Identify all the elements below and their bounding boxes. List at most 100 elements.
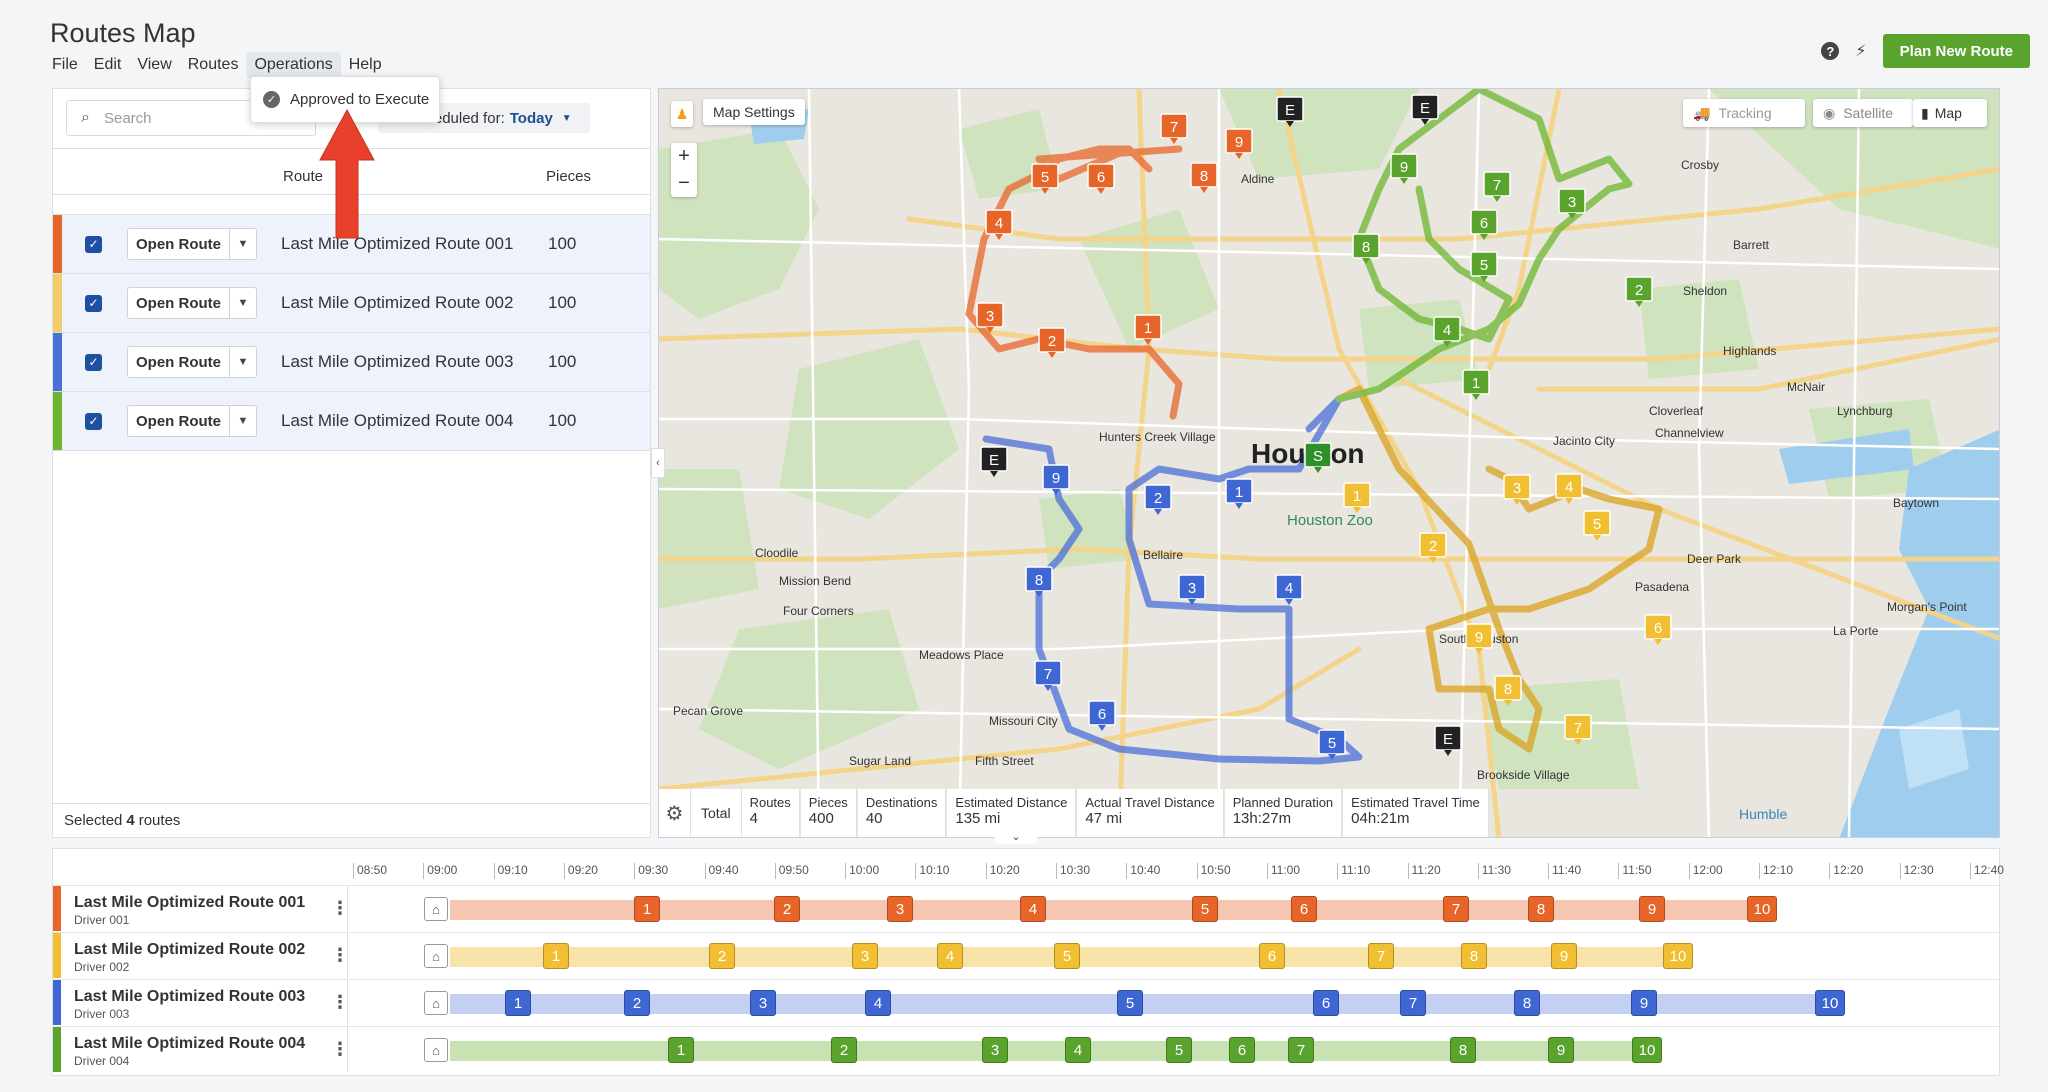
open-route-button[interactable]: Open Route ▼: [127, 228, 257, 260]
more-options-icon[interactable]: ⋮: [331, 898, 349, 918]
map-stop-marker[interactable]: 3: [1178, 574, 1206, 605]
map-stop-marker[interactable]: 7: [1564, 714, 1592, 745]
gear-icon[interactable]: ⚙: [659, 789, 691, 837]
timeline-stop[interactable]: 7: [1368, 943, 1394, 969]
timeline-route-name[interactable]: Last Mile Optimized Route 003: [74, 988, 306, 1005]
map-stop-marker[interactable]: 9: [1225, 128, 1253, 159]
map-stop-marker[interactable]: 4: [1555, 473, 1583, 504]
timeline-route-name[interactable]: Last Mile Optimized Route 002: [74, 941, 306, 958]
timeline-stop[interactable]: 10: [1815, 990, 1845, 1016]
map-settings-button[interactable]: Map Settings: [703, 99, 805, 125]
map-stop-marker[interactable]: E: [1434, 725, 1462, 756]
map-stop-marker[interactable]: 5: [1031, 163, 1059, 194]
timeline-stop[interactable]: 8: [1450, 1037, 1476, 1063]
route-name[interactable]: Last Mile Optimized Route 003: [281, 352, 514, 371]
map-stop-marker[interactable]: 6: [1470, 209, 1498, 240]
collapse-panel-button[interactable]: ‹: [651, 448, 665, 478]
zoom-out-icon[interactable]: −: [678, 172, 690, 194]
timeline-stop[interactable]: 4: [937, 943, 963, 969]
map-stop-marker[interactable]: 2: [1038, 327, 1066, 358]
map-stop-marker[interactable]: 8: [1190, 162, 1218, 193]
timeline-stop[interactable]: 2: [624, 990, 650, 1016]
timeline-stop[interactable]: 5: [1054, 943, 1080, 969]
menu-view[interactable]: View: [137, 56, 172, 73]
bolt-icon[interactable]: ⚡: [1855, 43, 1867, 60]
map-stop-marker[interactable]: 1: [1462, 369, 1490, 400]
timeline-stop[interactable]: 10: [1632, 1037, 1662, 1063]
timeline-stop[interactable]: 6: [1291, 896, 1317, 922]
map-stop-marker[interactable]: S: [1304, 442, 1332, 473]
col-pieces[interactable]: Pieces: [546, 168, 592, 185]
map-stop-marker[interactable]: 1: [1134, 314, 1162, 345]
route-checkbox[interactable]: ✓: [85, 412, 102, 430]
timeline-stop[interactable]: 9: [1631, 990, 1657, 1016]
map-stop-marker[interactable]: 7: [1034, 660, 1062, 691]
route-row[interactable]: ✓ Open Route ▼ Last Mile Optimized Route …: [53, 215, 650, 274]
chevron-down-icon[interactable]: ▼: [229, 229, 256, 259]
satellite-button[interactable]: ◉ Satellite: [1813, 99, 1913, 127]
timeline-route-name[interactable]: Last Mile Optimized Route 004: [74, 1035, 306, 1052]
map-stop-marker[interactable]: 4: [1275, 574, 1303, 605]
timeline-stop[interactable]: 8: [1514, 990, 1540, 1016]
map-stop-marker[interactable]: 5: [1318, 729, 1346, 760]
map-stop-marker[interactable]: 1: [1225, 478, 1253, 509]
map-stop-marker[interactable]: 8: [1352, 233, 1380, 264]
map-stop-marker[interactable]: 6: [1087, 163, 1115, 194]
timeline-stop[interactable]: 3: [750, 990, 776, 1016]
map-stop-marker[interactable]: 3: [976, 302, 1004, 333]
timeline-stop[interactable]: 1: [668, 1037, 694, 1063]
menu-operations[interactable]: Operations: [246, 52, 341, 78]
timeline-stop[interactable]: 9: [1639, 896, 1665, 922]
timeline-stop[interactable]: 7: [1400, 990, 1426, 1016]
chevron-down-icon[interactable]: ▼: [229, 406, 256, 436]
menu-help[interactable]: Help: [348, 56, 382, 73]
menu-file[interactable]: File: [52, 56, 78, 73]
pegman-icon[interactable]: ♟: [671, 101, 693, 127]
map-stop-marker[interactable]: 7: [1483, 171, 1511, 202]
route-checkbox[interactable]: ✓: [85, 235, 102, 253]
map-stop-marker[interactable]: E: [980, 446, 1008, 477]
plan-new-route-button[interactable]: Plan New Route: [1882, 34, 2030, 68]
timeline-stop[interactable]: 7: [1443, 896, 1469, 922]
route-checkbox[interactable]: ✓: [85, 294, 102, 312]
map-stop-marker[interactable]: 8: [1494, 675, 1522, 706]
map-stop-marker[interactable]: 3: [1558, 188, 1586, 219]
menu-routes[interactable]: Routes: [187, 56, 239, 73]
home-icon[interactable]: ⌂: [424, 1038, 448, 1062]
help-icon[interactable]: ?: [1821, 42, 1840, 60]
map-stop-marker[interactable]: 9: [1465, 623, 1493, 654]
map-stop-marker[interactable]: 2: [1144, 484, 1172, 515]
timeline-stop[interactable]: 9: [1548, 1037, 1574, 1063]
map-stop-marker[interactable]: 9: [1390, 153, 1418, 184]
timeline-stop[interactable]: 2: [831, 1037, 857, 1063]
timeline-stop[interactable]: 2: [774, 896, 800, 922]
route-name[interactable]: Last Mile Optimized Route 002: [281, 293, 514, 312]
open-route-button[interactable]: Open Route ▼: [127, 287, 257, 319]
timeline-stop[interactable]: 4: [865, 990, 891, 1016]
map-stop-marker[interactable]: 7: [1160, 113, 1188, 144]
map-view[interactable]: Aldine Crosby Sheldon Barrett Highlands …: [658, 88, 2000, 838]
menu-edit[interactable]: Edit: [93, 56, 122, 73]
timeline-stop[interactable]: 3: [982, 1037, 1008, 1063]
map-stop-marker[interactable]: 2: [1419, 532, 1447, 563]
timeline-stop[interactable]: 1: [634, 896, 660, 922]
zoom-control[interactable]: + −: [671, 143, 697, 197]
timeline-stop[interactable]: 1: [543, 943, 569, 969]
chevron-down-icon[interactable]: ▼: [229, 347, 256, 377]
tracking-button[interactable]: 🚚 Tracking: [1683, 99, 1805, 127]
timeline-stop[interactable]: 8: [1461, 943, 1487, 969]
timeline-stop[interactable]: 2: [709, 943, 735, 969]
map-stop-marker[interactable]: 2: [1625, 276, 1653, 307]
route-row[interactable]: ✓ Open Route ▼ Last Mile Optimized Route …: [53, 392, 650, 451]
map-stop-marker[interactable]: E: [1276, 96, 1304, 127]
map-stop-marker[interactable]: 5: [1470, 251, 1498, 282]
timeline-stop[interactable]: 10: [1663, 943, 1693, 969]
timeline-route-name[interactable]: Last Mile Optimized Route 001: [74, 894, 306, 911]
col-route[interactable]: Route: [283, 168, 324, 185]
home-icon[interactable]: ⌂: [424, 991, 448, 1015]
open-route-button[interactable]: Open Route ▼: [127, 346, 257, 378]
open-route-button[interactable]: Open Route ▼: [127, 405, 257, 437]
map-stop-marker[interactable]: 4: [985, 209, 1013, 240]
timeline-stop[interactable]: 6: [1259, 943, 1285, 969]
route-checkbox[interactable]: ✓: [85, 353, 102, 371]
